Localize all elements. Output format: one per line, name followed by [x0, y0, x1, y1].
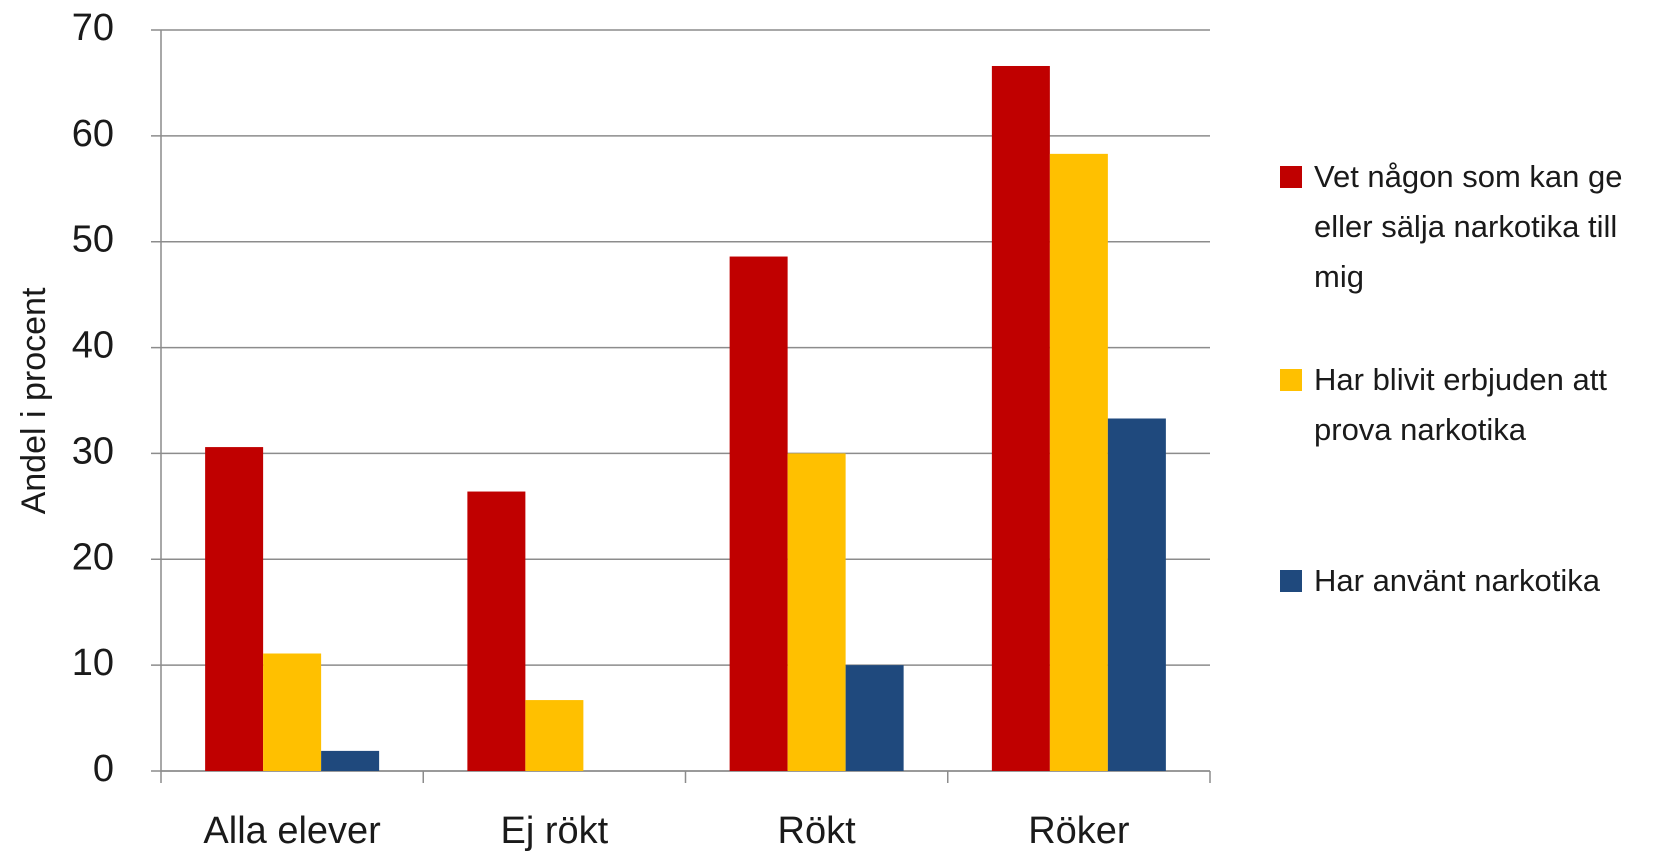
y-tick-label: 40 [72, 325, 114, 367]
y-tick-label: 20 [72, 536, 114, 578]
bar [1049, 153, 1108, 772]
bar [845, 665, 904, 771]
x-tick-label: Rökt [778, 810, 857, 852]
legend-label: Har blivit erbjuden att prova narkotika [1314, 362, 1607, 447]
bar [263, 653, 322, 771]
bar [525, 700, 584, 771]
x-tick-label: Ej rökt [501, 810, 609, 852]
legend-label: Har använt narkotika [1314, 563, 1601, 598]
y-tick-label: 0 [93, 748, 114, 790]
y-tick-label: 60 [72, 113, 114, 155]
legend-item: Har använt narkotika [1280, 556, 1675, 606]
bar [467, 491, 526, 771]
y-tick-label: 30 [72, 430, 114, 472]
legend-swatch [1280, 166, 1302, 188]
y-tick-label: 70 [72, 7, 114, 49]
y-axis-label: Andel i procent [15, 287, 53, 514]
bar [205, 447, 264, 771]
legend-item: Har blivit erbjuden att prova narkotika [1280, 355, 1675, 455]
x-tick-label: Alla elever [203, 810, 381, 852]
y-tick-label: 50 [72, 219, 114, 261]
bar [991, 65, 1050, 771]
legend-swatch [1280, 570, 1302, 592]
bar [729, 256, 788, 771]
legend-swatch [1280, 369, 1302, 391]
bar [1107, 418, 1166, 771]
legend-label: Vet någon som kan ge eller sälja narkoti… [1314, 159, 1623, 294]
y-tick-label: 10 [72, 642, 114, 684]
x-tick-label: Röker [1028, 810, 1130, 852]
legend-item: Vet någon som kan ge eller sälja narkoti… [1280, 152, 1675, 302]
bar [787, 453, 846, 771]
bar [321, 750, 380, 771]
